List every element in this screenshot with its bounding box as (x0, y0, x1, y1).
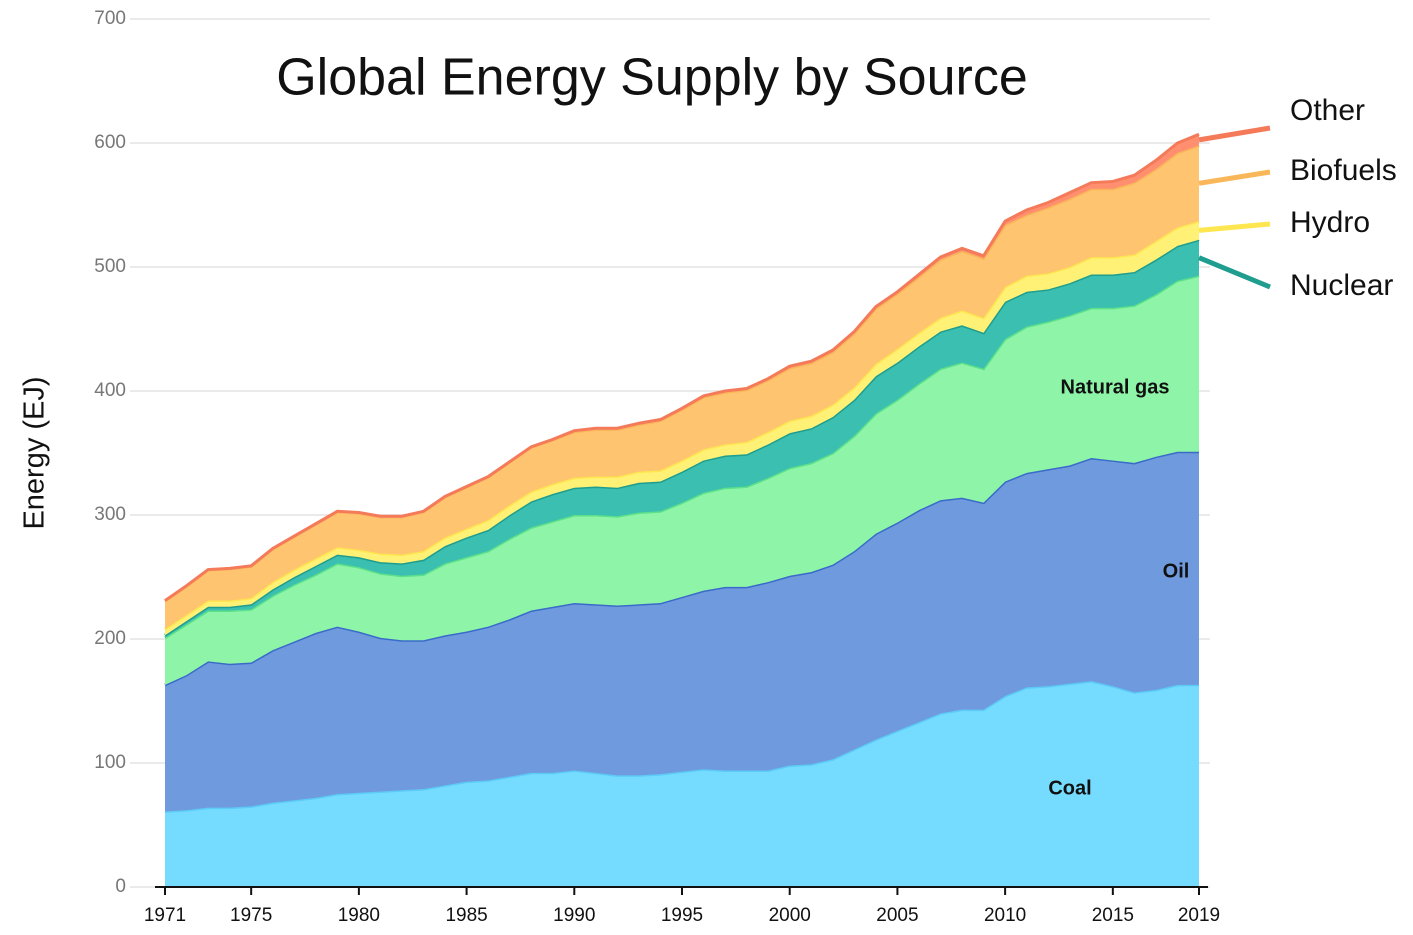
area (165, 275, 1199, 685)
series-label: Oil (1163, 560, 1190, 582)
x-tick-label: 1975 (230, 905, 272, 926)
area (165, 451, 1199, 812)
series-label: Other (1290, 94, 1365, 127)
x-tick-label: 2019 (1178, 905, 1220, 926)
y-tick-label: 600 (94, 132, 126, 153)
y-tick-label: 100 (94, 752, 126, 773)
leader-line (1198, 255, 1271, 290)
y-tick-label: 700 (94, 8, 126, 29)
area (165, 145, 1199, 630)
x-tick-label: 2015 (1092, 905, 1134, 926)
series-label: Natural gas (1061, 376, 1170, 398)
x-tick-label: 1985 (445, 905, 487, 926)
y-tick-label: 400 (94, 380, 126, 401)
area (165, 239, 1199, 638)
x-tick-label: 2005 (876, 905, 918, 926)
leader-line (1198, 169, 1271, 186)
leader-line (1198, 221, 1271, 233)
y-axis-label: Energy (EJ) (19, 376, 51, 529)
x-tick-label: 1971 (144, 905, 186, 926)
series-label: Biofuels (1290, 154, 1397, 187)
series-label: Hydro (1290, 206, 1370, 239)
area-edge (164, 132, 1200, 602)
series-label: Nuclear (1290, 269, 1393, 302)
y-tick-label: 200 (94, 628, 126, 649)
series-label: Coal (1048, 777, 1091, 799)
y-tick-label: 0 (115, 876, 126, 897)
leader-line (1198, 125, 1271, 143)
x-tick-label: 2010 (984, 905, 1026, 926)
x-tick-label: 1990 (553, 905, 595, 926)
area (165, 681, 1199, 887)
x-tick-label: 1980 (338, 905, 380, 926)
y-tick-label: 500 (94, 256, 126, 277)
y-tick-label: 300 (94, 504, 126, 525)
x-tick-label: 2000 (769, 905, 811, 926)
chart-title: Global Energy Supply by Source (276, 49, 1028, 107)
area (165, 221, 1199, 636)
x-tick-label: 1995 (661, 905, 703, 926)
